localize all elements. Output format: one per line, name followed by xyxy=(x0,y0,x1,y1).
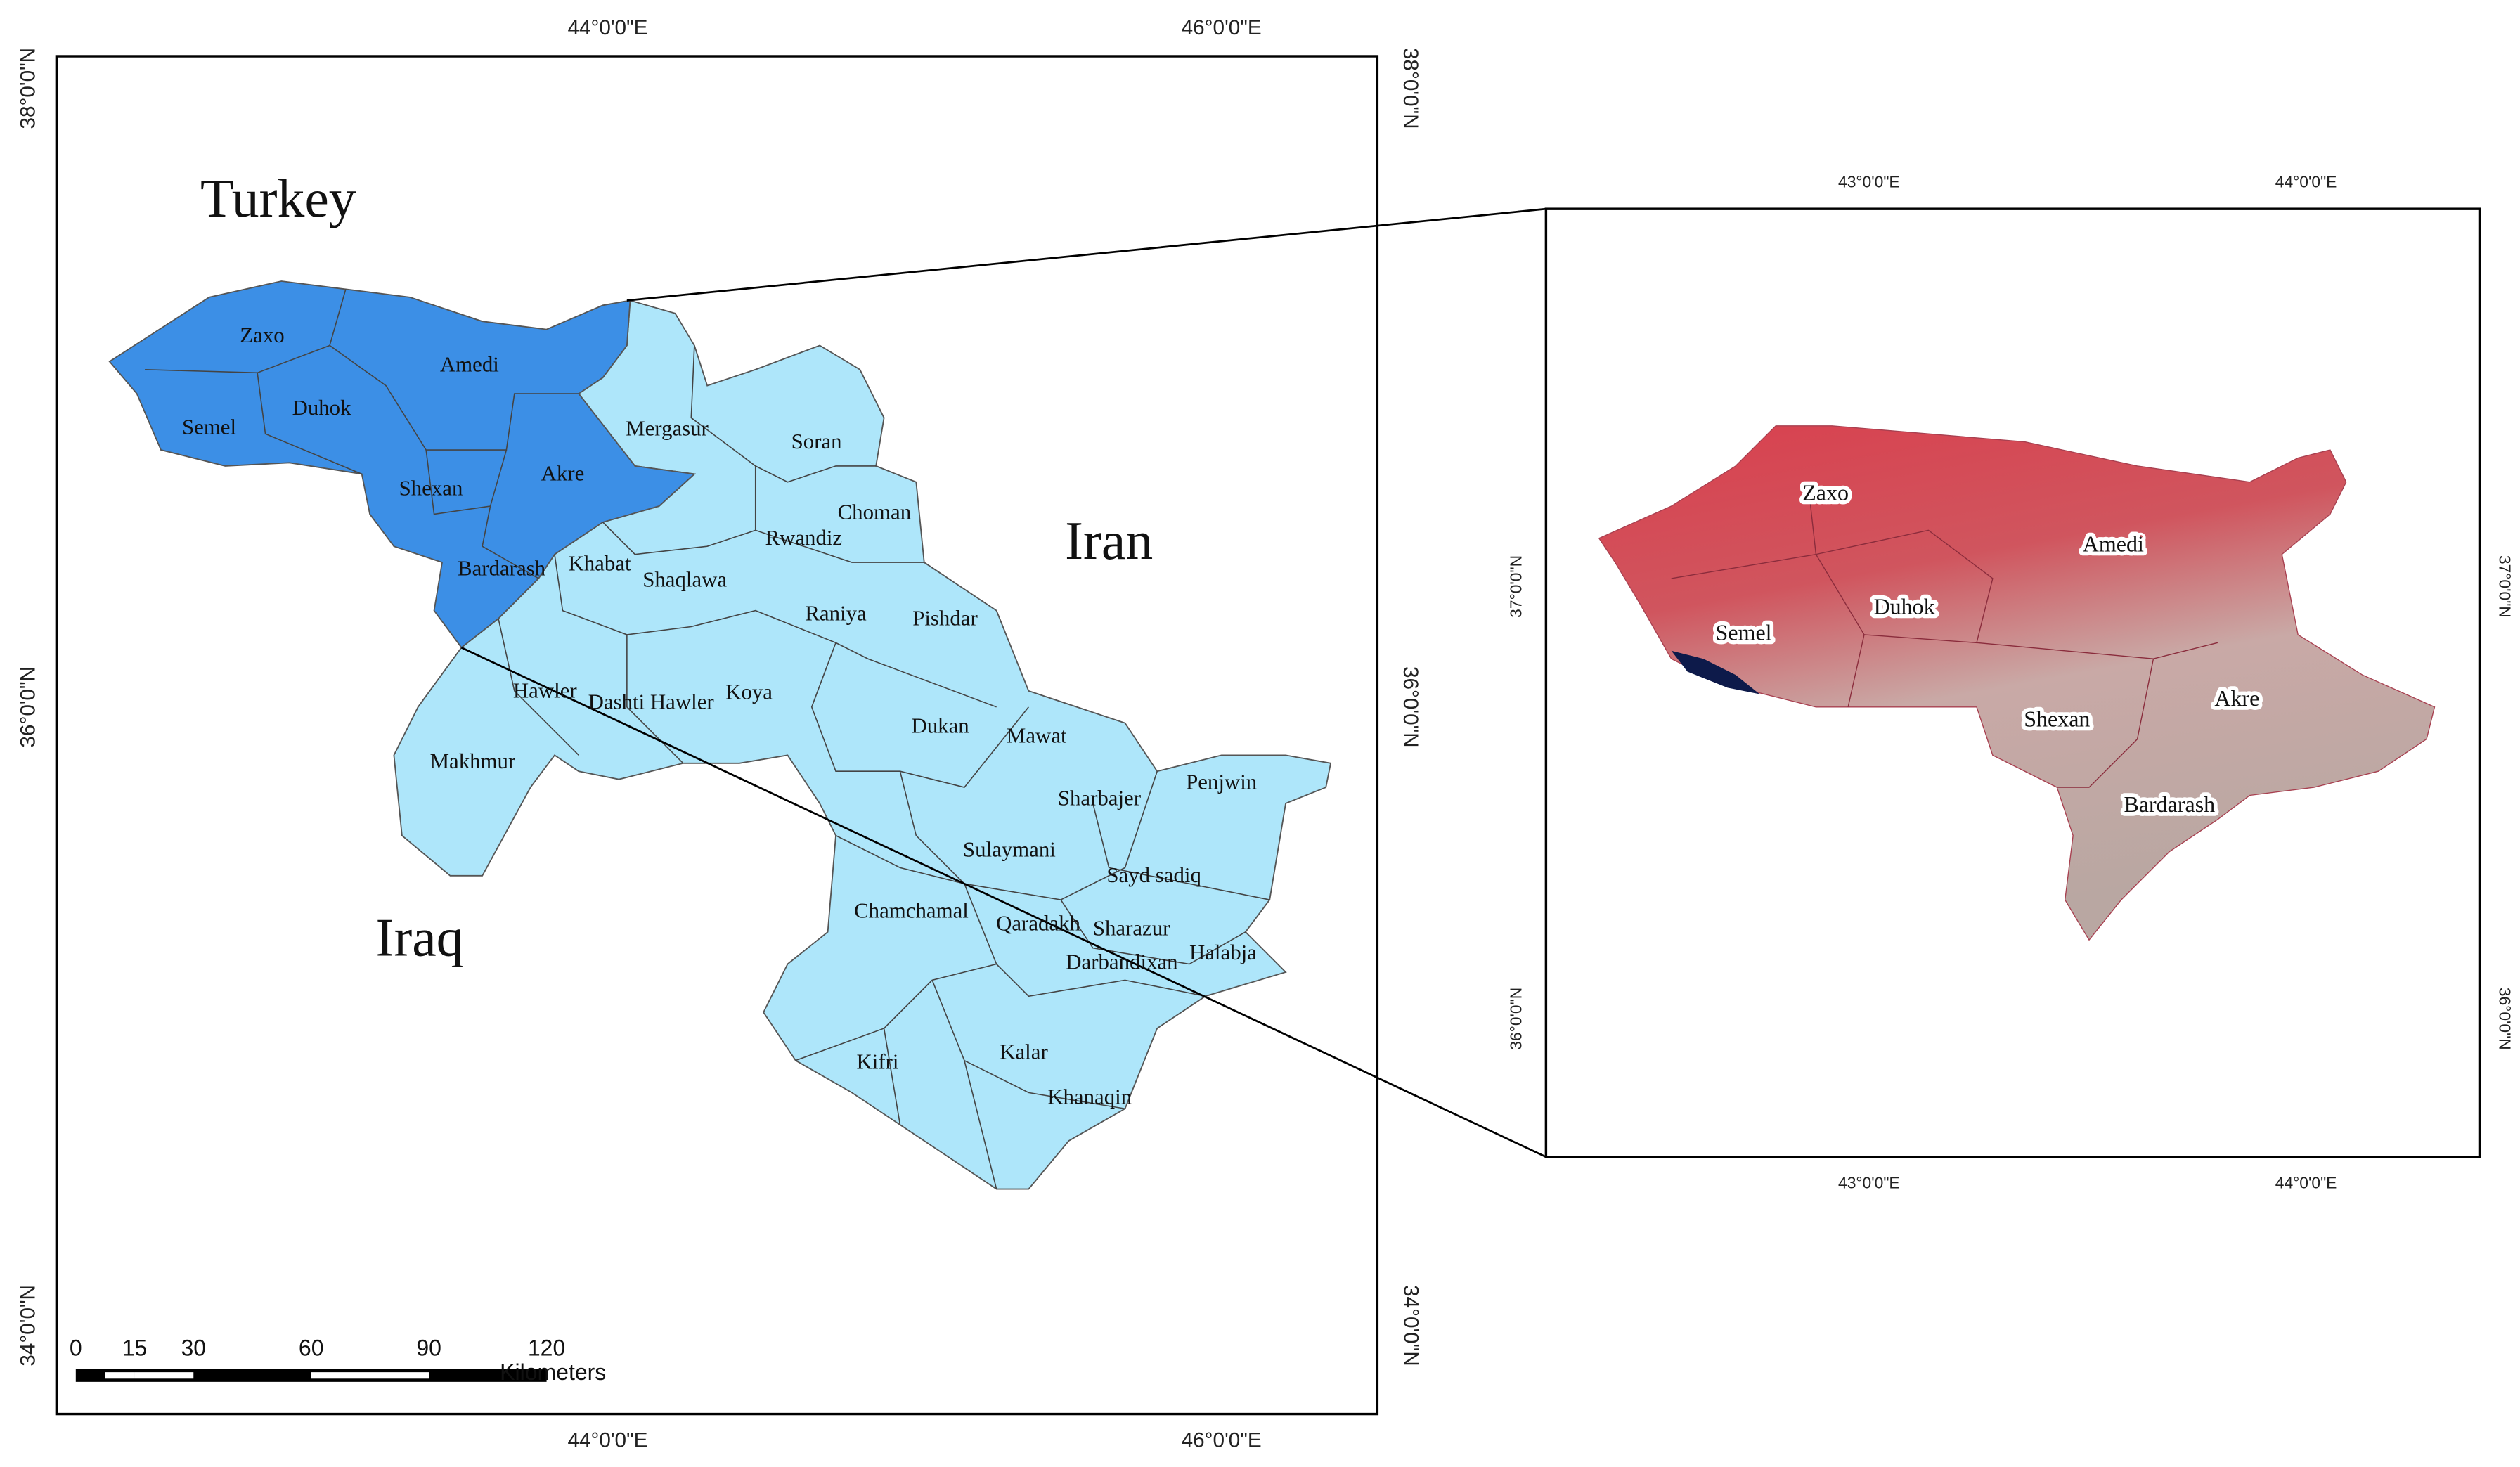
district-label: Akre xyxy=(541,462,585,486)
district-label: Hawler xyxy=(513,678,577,702)
district-label: Choman xyxy=(838,500,912,524)
longitude-label: 44°0'0"E xyxy=(567,16,647,39)
satellite-image xyxy=(1598,425,2436,941)
lake xyxy=(1671,650,1760,694)
district-label: Kalar xyxy=(1000,1040,1047,1064)
latitude-label: 38°0'0"N xyxy=(1399,48,1422,129)
district-label: Rwandiz xyxy=(765,526,842,550)
district-label: Dashti Hawler xyxy=(588,690,714,713)
scale-unit: Kilometers xyxy=(500,1359,606,1385)
scale-bar-segment xyxy=(105,1372,135,1379)
district-label: Bardarash xyxy=(458,557,546,581)
scale-tick-label: 15 xyxy=(122,1336,148,1361)
district-label: Bardarash xyxy=(2124,791,2215,817)
district-borders xyxy=(145,289,1270,1189)
scale-tick-label: 0 xyxy=(70,1336,82,1361)
latitude-label: 36°0'0"N xyxy=(16,666,39,748)
district-label: Kifri xyxy=(856,1049,898,1073)
district-label: Pishdar xyxy=(912,606,978,630)
latitude-label: 36°0'0"N xyxy=(1506,988,1525,1050)
district-label: Shexan xyxy=(2024,706,2090,732)
district-label: Sulaymani xyxy=(963,838,1056,862)
latitude-label: 34°0'0"N xyxy=(16,1285,39,1366)
district-label: Khanaqin xyxy=(1047,1085,1132,1109)
district-label: Sharbajer xyxy=(1058,786,1141,810)
country-label: Iraq xyxy=(375,907,463,968)
latitude-label: 36°0'0"N xyxy=(1399,666,1422,748)
scale-tick-label: 90 xyxy=(416,1336,441,1361)
district-label: Shaqlawa xyxy=(642,568,727,592)
district-label: Duhok xyxy=(1874,594,1935,619)
longitude-label: 44°0'0"E xyxy=(567,1428,647,1452)
scale-bar-segment xyxy=(134,1372,194,1379)
longitude-label: 46°0'0"E xyxy=(1182,16,1262,39)
district-label: Shexan xyxy=(399,476,463,500)
connector-line xyxy=(460,646,1546,1158)
district-label: Chamchamal xyxy=(854,898,969,922)
latitude-label: 37°0'0"N xyxy=(1506,555,1525,618)
country-label: Turkey xyxy=(200,168,356,228)
district-label: Semel xyxy=(182,415,236,439)
district-label: Zaxo xyxy=(1802,479,1849,505)
district-label: Amedi xyxy=(2083,531,2144,557)
district-label: Sharazur xyxy=(1093,917,1170,941)
district-label: Zaxo xyxy=(240,323,284,347)
longitude-label: 43°0'0"E xyxy=(1838,173,1900,191)
district-label: Raniya xyxy=(805,602,867,626)
district-label: Penjwin xyxy=(1186,770,1257,794)
connector-line xyxy=(626,207,1546,302)
district-label: Semel xyxy=(1716,619,1772,645)
district-label: Dukan xyxy=(911,714,969,738)
longitude-label: 44°0'0"E xyxy=(2275,1174,2337,1192)
longitude-label: 46°0'0"E xyxy=(1182,1428,1262,1452)
scale-tick-label: 30 xyxy=(181,1336,206,1361)
district-label: Darbandixan xyxy=(1066,950,1177,974)
latitude-label: 37°0'0"N xyxy=(2496,555,2514,618)
district-label: Akre xyxy=(2214,685,2259,711)
scale-tick-label: 120 xyxy=(528,1336,565,1361)
district-label: Koya xyxy=(725,680,773,704)
latitude-label: 38°0'0"N xyxy=(16,48,39,129)
district-label: Qaradakh xyxy=(996,912,1080,936)
scale-bar-segment xyxy=(311,1372,429,1379)
scale-tick-label: 60 xyxy=(299,1336,324,1361)
longitude-label: 43°0'0"E xyxy=(1838,1174,1900,1192)
district-label: Mergasur xyxy=(626,417,709,441)
country-label: Iran xyxy=(1065,510,1153,571)
inset-borders xyxy=(1671,482,2218,788)
district-label: Soran xyxy=(791,429,842,453)
latitude-label: 36°0'0"N xyxy=(2496,988,2514,1050)
district-label: Duhok xyxy=(292,396,352,420)
district-label: Halabja xyxy=(1189,941,1257,964)
district-label: Khabat xyxy=(568,552,631,576)
district-label: Makhmur xyxy=(430,749,516,773)
district-label: Amedi xyxy=(440,352,499,376)
district-label: Mawat xyxy=(1007,723,1067,747)
district-label: Sayd sadiq xyxy=(1106,863,1201,887)
longitude-label: 44°0'0"E xyxy=(2275,173,2337,191)
latitude-label: 34°0'0"N xyxy=(1399,1285,1422,1366)
